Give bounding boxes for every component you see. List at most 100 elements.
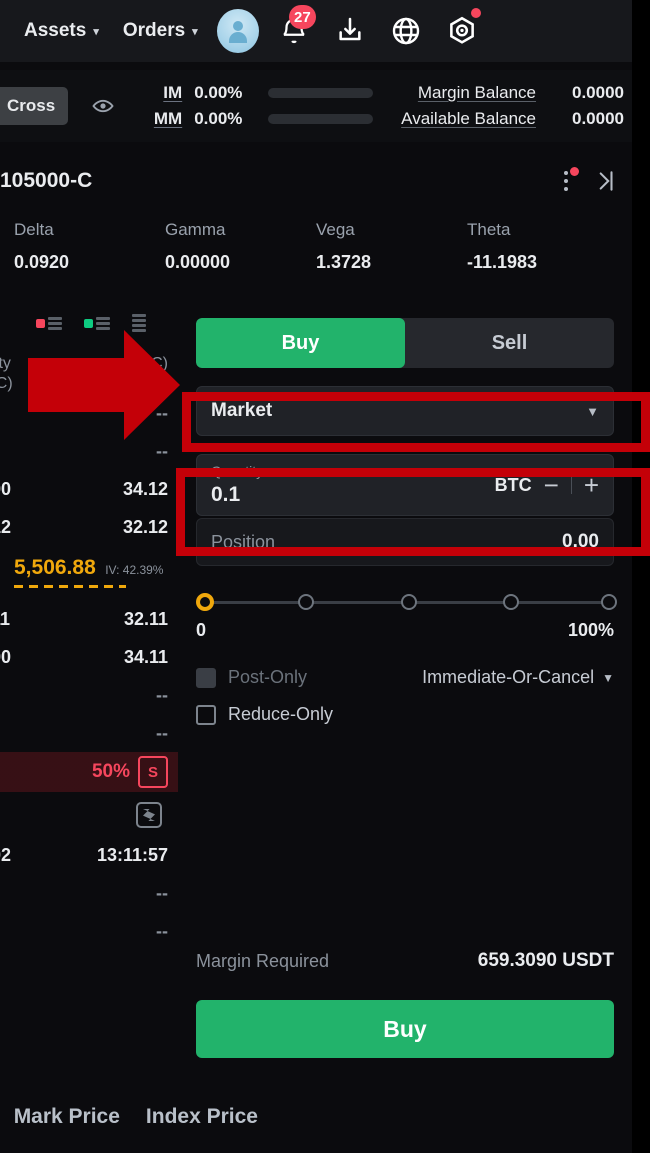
ask-qty: -- <box>0 441 74 462</box>
order-book-mid-price: 5,506.88 IV: 42.39% <box>0 546 178 600</box>
stepper-divider <box>570 476 572 494</box>
globe-icon <box>392 17 419 45</box>
chevron-down-icon: ▾ <box>93 25 99 38</box>
margin-balance-label: Margin Balance <box>417 83 536 102</box>
slider-tick-100[interactable] <box>601 594 618 610</box>
trade-time: -- <box>156 920 168 941</box>
nav-item-orders[interactable]: Orders ▾ <box>111 0 210 62</box>
orderbook-mode-both-icon[interactable] <box>36 314 62 332</box>
language-button[interactable] <box>378 0 434 62</box>
table-row[interactable]: .12 32.12 <box>0 508 178 546</box>
more-options-icon[interactable] <box>560 167 579 193</box>
bid-price: -- <box>156 684 168 705</box>
collapse-panel-icon[interactable] <box>592 168 618 194</box>
mode-red-square <box>36 318 45 328</box>
chevron-down-icon: ▼ <box>602 670 614 685</box>
quantity-increment-button[interactable]: + <box>583 470 599 500</box>
quantity-percent-slider[interactable] <box>196 592 618 614</box>
order-entry-form: Buy Sell Market ▼ Quantity 0.1 BTC − + P… <box>178 300 632 1153</box>
table-row[interactable]: -- -- <box>0 394 178 432</box>
contract-header: 105000-C <box>0 150 632 212</box>
list-item[interactable]: .02 13:11:57 <box>0 836 178 874</box>
tab-mark-price[interactable]: Mark Price <box>13 1105 120 1128</box>
post-only-label: Post-Only <box>228 667 308 687</box>
quantity-input-group[interactable]: Quantity 0.1 BTC − + <box>196 454 614 516</box>
greek-gamma-value: 0.00000 <box>165 252 231 272</box>
table-row[interactable]: -- -- <box>0 432 178 470</box>
ask-price: 34.12 <box>122 478 168 499</box>
post-only-checkbox[interactable] <box>196 667 216 688</box>
mode-green-square <box>84 318 93 328</box>
quantity-decrement-button[interactable]: − <box>543 470 559 500</box>
slider-tick-75[interactable] <box>503 594 520 610</box>
chevron-down-icon: ▼ <box>586 403 599 419</box>
submit-buy-button[interactable]: Buy <box>196 1000 614 1058</box>
im-progress-bar <box>268 88 374 98</box>
im-value: 0.00% <box>194 83 243 102</box>
mode-lines <box>96 316 110 330</box>
orderbook-mode-asks-icon[interactable] <box>132 314 146 332</box>
contract-name: 105000-C <box>0 169 93 192</box>
expand-orderbook-icon[interactable] <box>136 802 162 828</box>
balance-block: Margin Balance 0.0000 Available Balance … <box>401 83 624 129</box>
available-balance-value: 0.0000 <box>572 109 624 128</box>
order-type-select[interactable]: Market ▼ <box>196 386 614 436</box>
available-balance-row: Available Balance 0.0000 <box>401 109 624 129</box>
post-only-row: Post-Only Immediate-Or-Cancel ▼ <box>196 667 614 688</box>
greek-vega-value: 1.3728 <box>316 252 372 272</box>
bid-price: 32.11 <box>123 608 168 629</box>
order-book-bids: .11 32.11 .00 34.11 -- -- -- -- <box>0 600 178 752</box>
slider-tick-50[interactable] <box>400 594 417 610</box>
slider-handle[interactable] <box>196 593 214 611</box>
list-item[interactable]: -- -- <box>0 874 178 912</box>
margin-mode-button[interactable]: Cross <box>0 87 69 125</box>
table-row[interactable]: -- -- <box>0 714 178 752</box>
time-in-force-select[interactable]: Immediate-Or-Cancel ▼ <box>422 667 614 688</box>
bid-qty: .00 <box>0 646 12 667</box>
nav-item-assets[interactable]: Assets ▾ <box>12 0 111 62</box>
quantity-label: Quantity <box>211 463 264 479</box>
page-background-strip <box>632 0 650 1153</box>
top-navigation-bar: Assets ▾ Orders ▾ 27 <box>0 0 632 62</box>
bottom-tab-bar: y Mark Price Index Price <box>0 1085 632 1153</box>
trade-time: -- <box>156 882 168 903</box>
ask-price: 32.12 <box>122 516 168 537</box>
orderbook-header-qty: Qty TC) <box>0 355 13 392</box>
trade-price: -- <box>0 921 74 942</box>
settings-button[interactable] <box>434 0 490 62</box>
greek-vega: Vega 1.3728 <box>316 220 467 298</box>
download-button[interactable] <box>322 0 378 62</box>
toggle-visibility-button[interactable] <box>90 93 116 119</box>
margin-required-value: 659.3090 USDT <box>477 950 614 971</box>
trade-time: 13:11:57 <box>96 844 168 865</box>
trade-price: .02 <box>0 844 12 865</box>
quantity-input[interactable]: 0.1 <box>211 483 241 506</box>
orderbook-mode-bids-icon[interactable] <box>84 314 110 332</box>
trade-price: -- <box>0 883 74 904</box>
avatar <box>216 9 259 53</box>
margin-balance-value: 0.0000 <box>572 83 624 102</box>
slider-tick-25[interactable] <box>298 594 315 610</box>
slider-max-label: 100% <box>567 620 614 640</box>
reduce-only-checkbox[interactable] <box>196 704 216 725</box>
buy-tab[interactable]: Buy <box>196 318 405 368</box>
table-row[interactable]: .11 32.11 <box>0 600 178 638</box>
ask-qty: .00 <box>0 478 12 499</box>
mm-label: MM <box>153 109 183 128</box>
greek-vega-label: Vega <box>316 220 355 239</box>
order-book-asks: -- -- -- -- .00 34.12 .12 32.12 <box>0 394 178 546</box>
sell-tab[interactable]: Sell <box>491 331 528 354</box>
margin-balance-row: Margin Balance 0.0000 <box>401 83 624 103</box>
greek-gamma: Gamma 0.00000 <box>165 220 316 298</box>
margin-required-row: Margin Required 659.3090 USDT <box>196 950 614 972</box>
table-row[interactable]: .00 34.11 <box>0 638 178 676</box>
table-row[interactable]: .00 34.12 <box>0 470 178 508</box>
table-row[interactable]: -- -- <box>0 676 178 714</box>
avatar-button[interactable] <box>210 0 266 62</box>
notifications-button[interactable]: 27 <box>266 0 322 62</box>
ask-price: -- <box>156 440 168 461</box>
list-item[interactable]: -- -- <box>0 912 178 950</box>
tab-index-price[interactable]: Index Price <box>145 1105 258 1128</box>
sell-ratio-badge: S <box>138 756 168 788</box>
